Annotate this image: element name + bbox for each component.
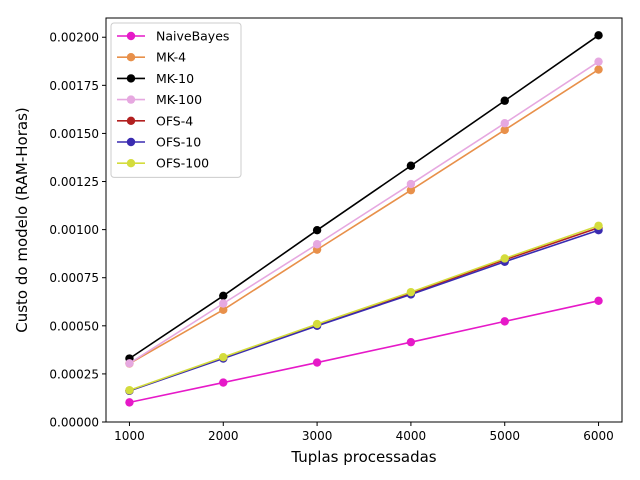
data-point <box>125 386 134 395</box>
data-point <box>312 319 322 329</box>
y-tick-label: 0.00025 <box>49 367 99 381</box>
data-point <box>219 305 228 315</box>
legend-marker <box>126 137 136 147</box>
axis-ticks: 1000 2000 3000 4000 5000 6000 0.00000 0.00025 0.… <box>49 31 613 443</box>
series-naivebayes <box>125 296 603 407</box>
y-axis-label: Custo do modelo (RAM-Horas) <box>13 107 31 333</box>
legend-marker <box>126 116 136 126</box>
legend-item: OFS-100 <box>117 156 209 171</box>
x-tick-label: 2000 <box>208 429 239 443</box>
legend-item: OFS-10 <box>117 135 201 150</box>
legend-marker <box>126 53 136 62</box>
x-tick-label: 1000 <box>114 429 145 443</box>
data-point <box>594 296 603 305</box>
legend-label: OFS-4 <box>156 113 193 128</box>
legend-label: MK-4 <box>156 50 186 65</box>
legend-marker <box>126 159 136 168</box>
legend-item: MK-4 <box>117 50 186 65</box>
legend-marker <box>126 31 136 41</box>
data-point <box>219 299 228 308</box>
plot-area <box>125 31 603 407</box>
data-point <box>312 225 322 235</box>
legend: NaiveBayes MK-4 MK-10 MK-100 OFS-4 OFS-10 OFS-… <box>110 22 242 178</box>
data-point <box>500 317 509 326</box>
data-point <box>406 179 416 189</box>
legend-label: NaiveBayes <box>156 29 229 44</box>
axes-frame <box>105 17 623 423</box>
data-point <box>312 358 322 367</box>
data-point <box>594 31 603 40</box>
series-line <box>129 300 599 404</box>
data-point <box>406 161 416 170</box>
data-point <box>500 254 509 263</box>
y-tick-label: 0.00100 <box>49 223 99 237</box>
x-tick-label: 6000 <box>583 429 614 443</box>
data-point <box>125 359 134 368</box>
legend-marker <box>126 95 136 104</box>
y-tick-label: 0.00000 <box>49 416 99 430</box>
y-tick-label: 0.00075 <box>49 271 99 285</box>
legend-label: OFS-100 <box>156 156 209 171</box>
x-tick-label: 4000 <box>396 429 427 443</box>
legend-label: MK-100 <box>156 92 202 107</box>
series-line <box>129 68 599 365</box>
legend-item: MK-10 <box>117 71 194 86</box>
y-tick-label: 0.00125 <box>49 175 99 189</box>
series-ofs-100 <box>125 221 603 395</box>
series-line <box>129 61 599 364</box>
data-point <box>219 352 228 362</box>
y-tick-label: 0.00175 <box>49 79 99 93</box>
data-point <box>594 65 603 74</box>
x-tick-label: 3000 <box>302 429 333 443</box>
data-point <box>406 337 416 347</box>
data-point <box>594 57 603 66</box>
legend-label: MK-10 <box>156 71 194 86</box>
data-point <box>500 125 509 135</box>
x-tick-label: 5000 <box>489 429 520 443</box>
data-point <box>312 240 322 249</box>
legend-item: MK-100 <box>117 92 202 107</box>
data-point <box>219 291 228 300</box>
data-point <box>500 119 509 128</box>
series-line <box>129 229 599 392</box>
data-point <box>406 185 416 195</box>
y-tick-label: 0.00150 <box>49 127 99 141</box>
data-point <box>594 221 603 230</box>
data-point <box>406 287 416 297</box>
y-tick-label: 0.00050 <box>49 319 99 333</box>
data-point <box>125 398 134 407</box>
x-axis-label: Tuplas processadas <box>290 448 436 466</box>
legend-marker <box>126 74 136 83</box>
data-point <box>219 378 228 387</box>
y-tick-label: 0.00200 <box>49 31 99 45</box>
series-line <box>129 225 599 392</box>
legend-box <box>110 22 242 178</box>
data-point <box>500 96 509 105</box>
series-mk-100 <box>125 57 603 368</box>
legend-item: NaiveBayes <box>117 29 229 44</box>
legend-item: OFS-4 <box>117 113 193 128</box>
series-line <box>129 34 600 360</box>
legend-label: OFS-10 <box>156 135 201 150</box>
